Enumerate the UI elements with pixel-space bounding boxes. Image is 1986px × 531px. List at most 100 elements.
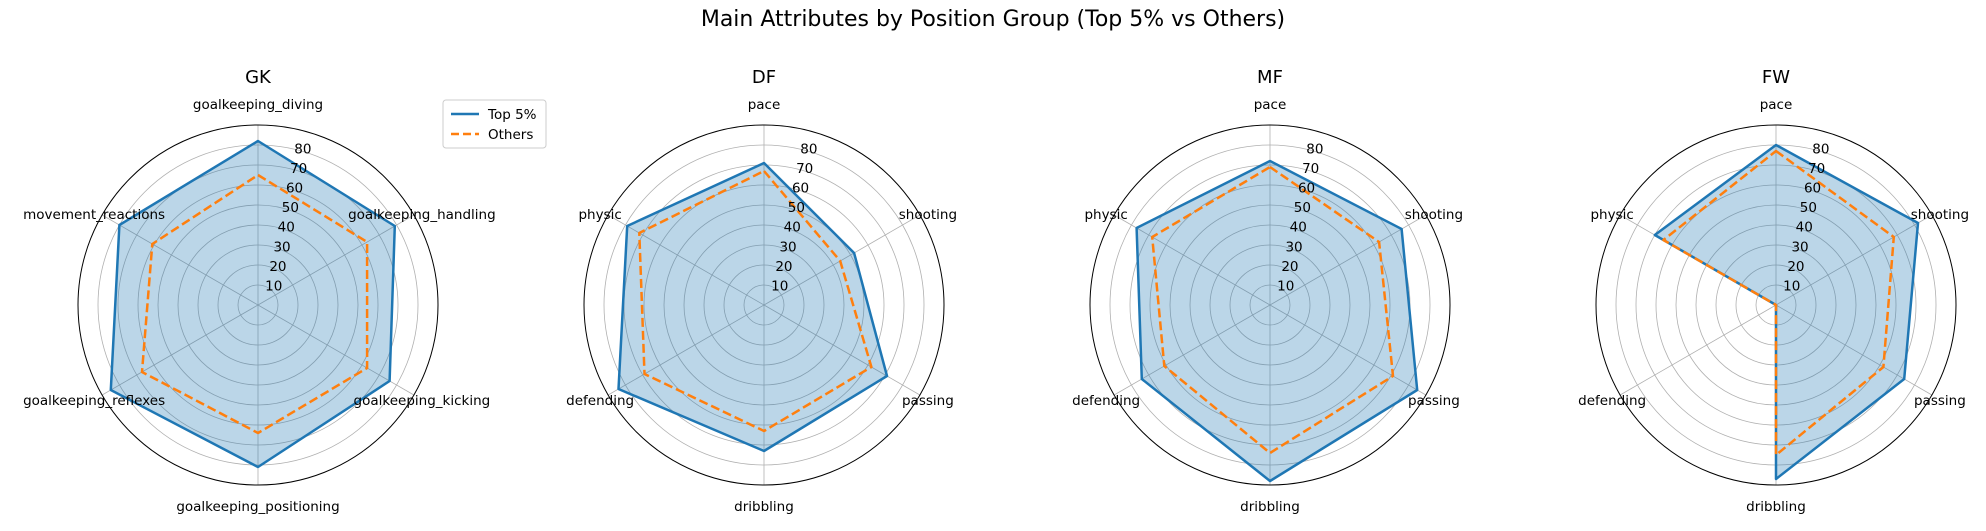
r-tick-label: 20 [269, 259, 286, 275]
polar-frame [77, 124, 439, 486]
category-label: physic [578, 207, 621, 223]
category-label: passing [1408, 393, 1460, 409]
grid-spoke [1269, 214, 1427, 306]
series-fill-top5 [1654, 145, 1918, 479]
r-tick-label: 20 [1787, 259, 1804, 275]
radar-panel-df: 10 20 30 40 50 60 70 80 pace shooting passing dribb… [566, 67, 957, 515]
category-label: passing [1914, 393, 1966, 409]
category-label: movement_reactions [23, 207, 165, 223]
category-label: goalkeeping_reflexes [23, 393, 165, 409]
figure-title: Main Attributes by Position Group (Top 5… [701, 7, 1285, 32]
category-label: goalkeeping_positioning [176, 499, 339, 515]
r-tick-label: 30 [779, 239, 796, 255]
grid-spoke [1269, 304, 1427, 396]
legend-label: Top 5% [487, 107, 537, 123]
r-tick-label: 30 [1285, 239, 1302, 255]
r-tick-label: 70 [290, 161, 307, 177]
r-tick-label: 50 [1800, 200, 1817, 216]
category-label: pace [1760, 97, 1793, 113]
r-tick-label: 50 [788, 200, 805, 216]
category-label: dribbling [1240, 499, 1300, 515]
polar-frame [1089, 124, 1451, 486]
category-label: goalkeeping_diving [193, 97, 323, 113]
legend: Top 5% Others [442, 99, 547, 149]
r-tick-label: 80 [800, 141, 817, 157]
r-tick-label: 10 [265, 278, 282, 294]
panel-title: GK [245, 67, 272, 88]
legend-label: Others [488, 127, 533, 143]
r-tick-label: 10 [1783, 278, 1800, 294]
series-line-others [1150, 165, 1395, 455]
category-label: defending [566, 393, 634, 409]
category-label: dribbling [1746, 499, 1806, 515]
legend-frame [442, 99, 547, 149]
category-label: defending [1578, 393, 1646, 409]
category-label: defending [1072, 393, 1140, 409]
category-label: dribbling [734, 499, 794, 515]
grid-spoke [607, 304, 765, 396]
r-tick-label: 60 [792, 181, 809, 197]
series-fill-top5 [1136, 161, 1418, 481]
panel-title: FW [1762, 67, 1790, 88]
category-label: physic [1084, 207, 1127, 223]
r-tick-label: 60 [1298, 181, 1315, 197]
r-tick-label: 10 [771, 278, 788, 294]
r-tick-label: 80 [294, 141, 311, 157]
r-tick-label: 30 [273, 239, 290, 255]
panel-title: MF [1257, 67, 1283, 88]
r-tick-label: 70 [796, 161, 813, 177]
grid-spoke [1775, 214, 1933, 306]
r-tick-label: 60 [286, 181, 303, 197]
r-tick-label: 40 [278, 220, 295, 236]
series-line-top5 [109, 139, 397, 469]
category-label: goalkeeping_kicking [354, 393, 491, 409]
category-label: pace [1254, 97, 1287, 113]
category-label: shooting [899, 207, 957, 223]
series-fill-top5 [618, 163, 887, 451]
grid-spoke [1113, 304, 1271, 396]
panel-title: DF [752, 67, 776, 88]
grid-spoke [607, 214, 765, 306]
r-tick-label: 60 [1804, 181, 1821, 197]
grid-spoke [257, 214, 415, 306]
grid-spoke [257, 304, 415, 396]
grid-spoke [101, 214, 259, 306]
r-tick-label: 30 [1791, 239, 1808, 255]
series-line-others [638, 169, 873, 433]
radar-panel-fw: 10 20 30 40 50 60 70 80 pace shooting passing dribb… [1578, 67, 1969, 515]
radar-panels: 10 20 30 40 50 60 70 80 goalkeeping_divinggoalke… [23, 67, 1969, 515]
r-tick-label: 40 [1290, 220, 1307, 236]
r-tick-label: 20 [775, 259, 792, 275]
radar-panel-gk: 10 20 30 40 50 60 70 80 goalkeeping_divinggoalke… [23, 67, 496, 515]
series-line-top5 [1653, 143, 1920, 481]
r-tick-label: 70 [1808, 161, 1825, 177]
grid-spoke [763, 304, 921, 396]
r-tick-label: 40 [784, 220, 801, 236]
r-tick-label: 10 [1277, 278, 1294, 294]
series-line-others [1662, 149, 1896, 457]
series-line-top5 [1135, 159, 1419, 483]
grid-spoke [1775, 304, 1933, 396]
series-line-top5 [617, 161, 889, 453]
grid-spoke [1113, 214, 1271, 306]
r-tick-label: 80 [1306, 141, 1323, 157]
polar-frame [583, 124, 945, 486]
grid-spoke [763, 214, 921, 306]
r-tick-label: 20 [1281, 259, 1298, 275]
category-label: pace [748, 97, 781, 113]
radar-panel-mf: 10 20 30 40 50 60 70 80 pace shooting passing dribb… [1072, 67, 1463, 515]
category-label: passing [902, 393, 954, 409]
category-label: goalkeeping_handling [348, 207, 496, 223]
r-tick-label: 80 [1812, 141, 1829, 157]
r-tick-label: 50 [282, 200, 299, 216]
grid-spoke [101, 304, 259, 396]
category-label: shooting [1405, 207, 1463, 223]
category-label: physic [1590, 207, 1633, 223]
polar-frame [1595, 124, 1957, 486]
r-tick-label: 40 [1796, 220, 1813, 236]
grid-spoke [1619, 304, 1777, 396]
r-tick-label: 50 [1294, 200, 1311, 216]
series-line-others [140, 173, 369, 435]
series-fill-top5 [110, 141, 395, 467]
